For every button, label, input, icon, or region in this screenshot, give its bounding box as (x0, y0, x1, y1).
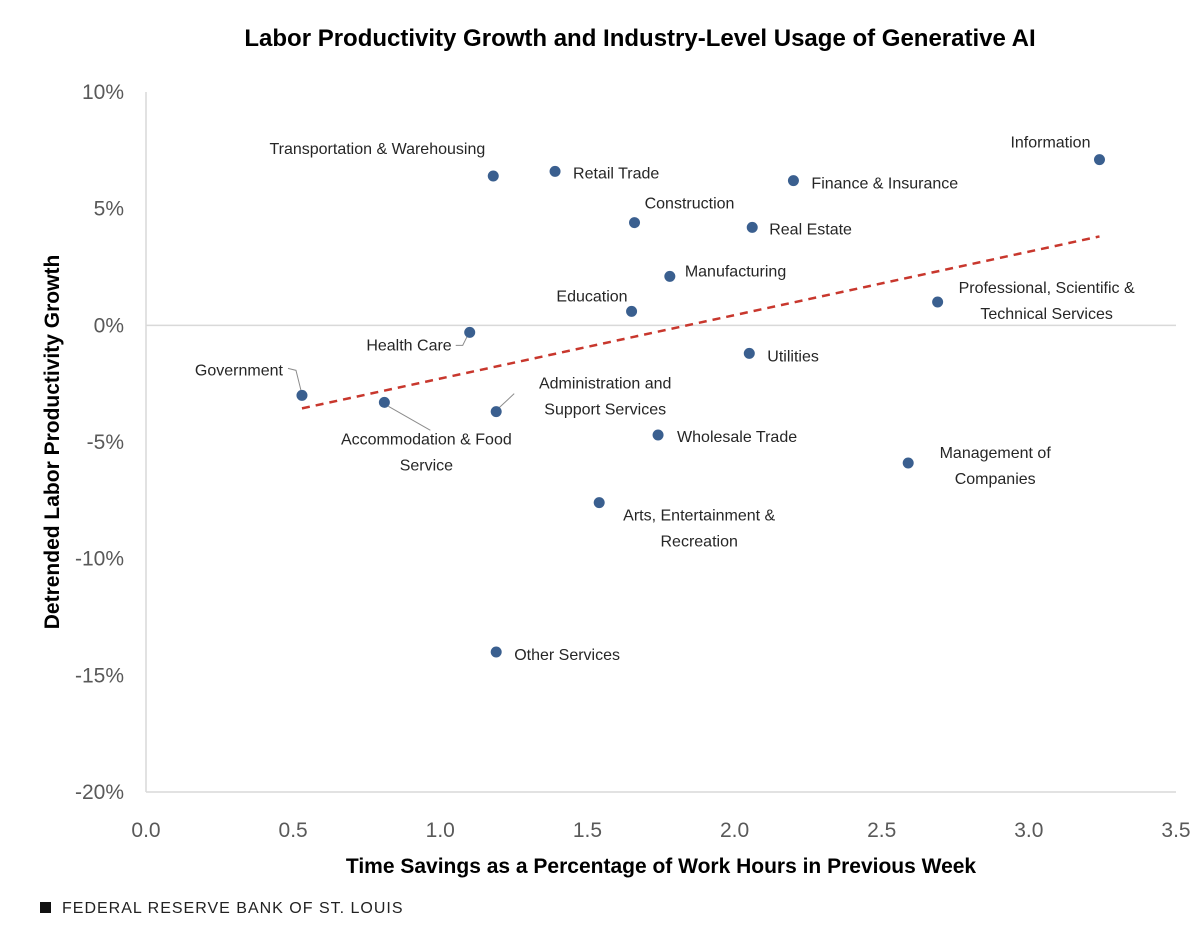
data-point (464, 326, 476, 338)
data-point (629, 217, 641, 229)
point-label: Information (1010, 135, 1090, 152)
data-point (487, 170, 499, 182)
x-tick-label: 3.0 (1014, 819, 1043, 842)
point-label: Utilities (767, 348, 819, 365)
point-label: Accommodation & Food (341, 431, 512, 448)
point-label: Recreation (661, 534, 738, 551)
point-label: Other Services (514, 647, 620, 664)
x-tick-label: 3.5 (1161, 819, 1190, 842)
y-tick-label: -15% (75, 664, 124, 687)
point-label: Companies (955, 471, 1036, 488)
data-point (746, 221, 758, 233)
y-tick-label: -5% (87, 431, 124, 454)
trend-line (301, 235, 1100, 410)
data-point (626, 305, 638, 317)
point-label: Administration and (539, 376, 672, 393)
y-tick-label: 10% (82, 81, 124, 104)
point-label: Education (556, 288, 627, 305)
data-point (593, 497, 605, 509)
data-point (787, 175, 799, 187)
data-point (932, 296, 944, 308)
data-point (378, 396, 390, 408)
x-tick-label: 2.5 (867, 819, 896, 842)
x-tick-label: 0.5 (279, 819, 308, 842)
x-tick-label: 1.0 (426, 819, 455, 842)
point-label: Arts, Entertainment & (623, 508, 775, 525)
point-label: Manufacturing (685, 263, 786, 280)
y-tick-label: -20% (75, 781, 124, 804)
data-point (1093, 154, 1105, 166)
point-label: Transportation & Warehousing (269, 141, 485, 158)
footer-source: FEDERAL RESERVE BANK OF ST. LOUIS (62, 900, 404, 917)
point-label: Technical Services (980, 306, 1113, 323)
point-label: Government (195, 362, 284, 379)
x-axis-label: Time Savings as a Percentage of Work Hou… (346, 855, 977, 878)
x-tick-label: 0.0 (131, 819, 160, 842)
data-point (743, 347, 755, 359)
leader-line (388, 405, 431, 431)
point-label: Finance & Insurance (811, 176, 958, 193)
point-label: Real Estate (769, 221, 852, 238)
point-label: Retail Trade (573, 165, 659, 182)
point-label: Service (400, 457, 453, 474)
point-label: Support Services (544, 402, 666, 419)
point-label: Health Care (366, 337, 451, 354)
data-point (490, 646, 502, 658)
point-label: Management of (940, 445, 1052, 462)
data-point (902, 457, 914, 469)
y-tick-label: -10% (75, 548, 124, 571)
chart-title: Labor Productivity Growth and Industry-L… (244, 25, 1035, 52)
data-point (549, 165, 561, 177)
leader-line (498, 393, 515, 409)
point-label: Construction (645, 196, 735, 213)
data-point (664, 270, 676, 282)
leader-line (287, 367, 302, 391)
point-label: Wholesale Trade (677, 429, 797, 446)
y-axis-label: Detrended Labor Productivity Growth (41, 255, 64, 630)
point-label: Professional, Scientific & (959, 280, 1135, 297)
y-tick-label: 5% (94, 198, 124, 221)
data-point (490, 406, 502, 418)
footer-square-icon (40, 902, 51, 913)
data-point (652, 429, 664, 441)
y-tick-label: 0% (94, 314, 124, 337)
x-tick-label: 1.5 (573, 819, 602, 842)
leader-line (455, 333, 470, 346)
data-point (296, 389, 308, 401)
x-tick-label: 2.0 (720, 819, 749, 842)
